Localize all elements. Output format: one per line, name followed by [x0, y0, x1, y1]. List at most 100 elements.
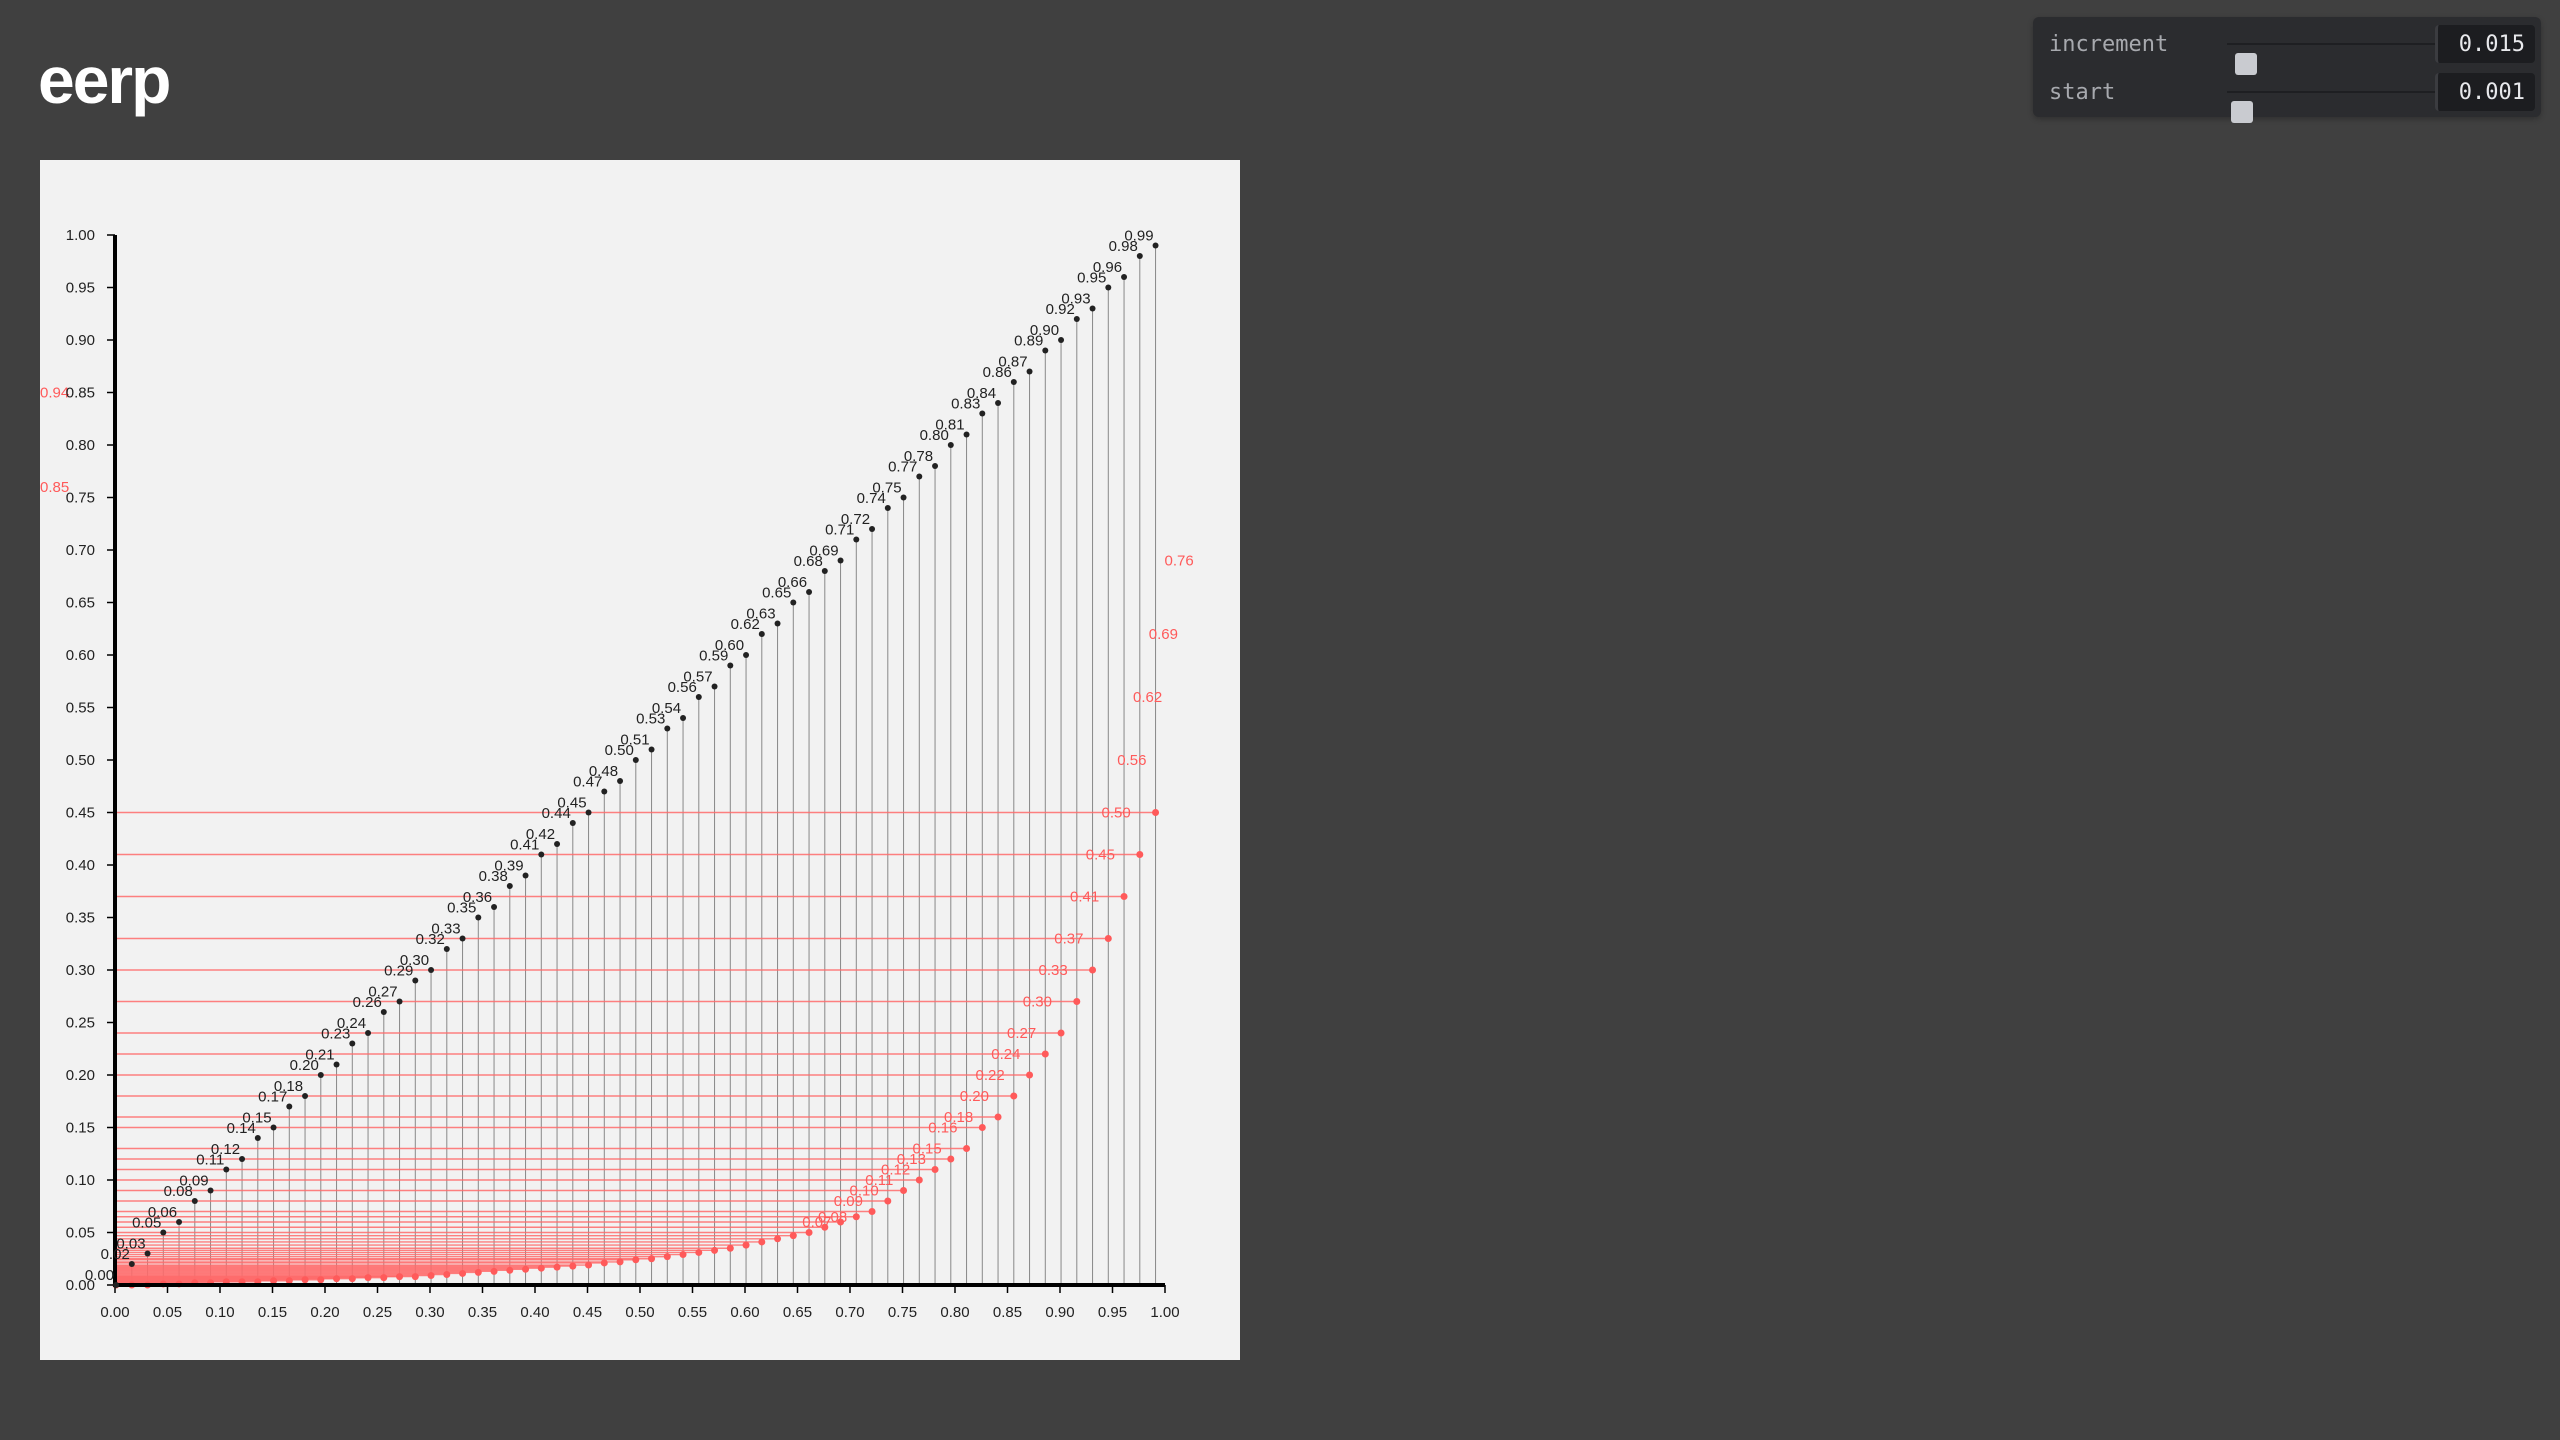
curve-point	[538, 851, 545, 858]
curve-point	[1010, 379, 1017, 385]
curve-point-label: 0.75	[872, 480, 901, 497]
projection-label: 0.41	[1070, 889, 1099, 906]
curve-point-label: 0.98	[1109, 238, 1138, 255]
curve-point	[806, 589, 813, 595]
projection-point	[317, 1276, 325, 1284]
curve-point	[711, 683, 718, 690]
projection-point	[600, 1259, 608, 1267]
projection-label: 0.15	[913, 1141, 942, 1158]
x-tick-label: 0.90	[1045, 1304, 1074, 1321]
projection-point	[585, 1261, 593, 1269]
y-tick-label: 0.80	[66, 437, 95, 454]
curve-point	[412, 977, 419, 984]
curve-point	[144, 1250, 151, 1257]
increment-slider-thumb[interactable]	[2234, 53, 2257, 75]
projection-point	[569, 1262, 577, 1270]
curve-point	[916, 473, 923, 480]
projection-label: 0.37	[1054, 931, 1083, 948]
projection-point	[915, 1176, 923, 1184]
increment-value-input[interactable]	[2435, 25, 2535, 63]
projection-point	[1041, 1050, 1049, 1058]
curve-point	[995, 400, 1002, 406]
curve-point	[932, 463, 939, 469]
y-tick-label: 0.90	[66, 332, 95, 349]
y-tick-label: 0.50	[66, 752, 95, 769]
projection-point	[1089, 966, 1097, 974]
projection-point	[900, 1187, 908, 1194]
projection-point	[774, 1235, 782, 1243]
curve-point-label: 0.15	[242, 1110, 271, 1127]
curve-point-label: 0.14	[227, 1120, 256, 1137]
projection-point	[695, 1248, 703, 1256]
projection-point	[1136, 851, 1144, 858]
x-tick-label: 0.25	[363, 1304, 392, 1321]
curve-point	[333, 1061, 340, 1068]
increment-label: increment	[2049, 32, 2169, 57]
curve-point	[1136, 253, 1143, 259]
controls-panel: increment start	[2033, 17, 2541, 123]
projection-point	[459, 1269, 467, 1277]
projection-point	[663, 1253, 671, 1261]
projection-point	[285, 1277, 293, 1285]
curve-point-label: 0.53	[636, 711, 665, 728]
curve-point-label: 0.74	[857, 490, 886, 507]
curve-point-label: 0.56	[668, 679, 697, 696]
projection-label: 0.24	[991, 1046, 1020, 1063]
projection-point	[553, 1263, 561, 1271]
projection-point	[947, 1155, 955, 1163]
projection-point	[648, 1255, 656, 1263]
y-tick-label: 0.25	[66, 1015, 95, 1032]
curve-point	[821, 568, 828, 574]
curve-point	[207, 1187, 214, 1194]
curve-point	[554, 841, 561, 847]
curve-point-label: 0.89	[1014, 333, 1043, 350]
start-slider-thumb[interactable]	[2230, 101, 2253, 123]
curve-point	[1105, 284, 1112, 291]
projection-point	[333, 1275, 341, 1283]
start-value-input[interactable]	[2435, 73, 2535, 111]
curve-point	[1058, 337, 1065, 343]
curve-point	[491, 904, 498, 910]
eerp-chart: 0.070.080.090.100.110.120.130.150.160.18…	[40, 227, 1194, 1321]
curve-point	[349, 1040, 356, 1047]
curve-point-label: 0.99	[1124, 228, 1153, 245]
curve-point	[160, 1229, 167, 1236]
y-tick-label: 0.55	[66, 700, 95, 717]
x-tick-label: 0.35	[468, 1304, 497, 1321]
y-tick-label: 0.10	[66, 1172, 95, 1189]
x-tick-label: 0.20	[310, 1304, 339, 1321]
page-title: eerp	[38, 43, 171, 117]
curve-point-label: 0.11	[196, 1152, 224, 1169]
projection-point	[411, 1273, 419, 1281]
projection-label: 0.62	[1133, 689, 1162, 706]
curve-point-label: 0.12	[211, 1141, 240, 1158]
increment-slider[interactable]	[2227, 43, 2441, 75]
projection-point	[805, 1229, 813, 1236]
curve-point	[443, 946, 450, 952]
curve-point-label: 0.41	[510, 837, 539, 854]
curve-point-label: 0.42	[526, 826, 555, 843]
curve-point-label: 0.39	[494, 858, 523, 875]
curve-point-label: 0.86	[983, 364, 1012, 381]
curve-point-label: 0.57	[683, 669, 712, 686]
curve-point-label: 0.09	[179, 1173, 208, 1190]
curve-point	[837, 557, 844, 564]
projection-point	[931, 1166, 939, 1173]
x-tick-label: 0.70	[835, 1304, 864, 1321]
projection-point	[884, 1197, 892, 1205]
curve-point-label: 0.84	[967, 385, 996, 402]
y-tick-label: 0.05	[66, 1225, 95, 1242]
projection-point	[522, 1265, 530, 1273]
curve-point	[664, 725, 671, 732]
curve-point-label: 0.24	[337, 1015, 366, 1032]
curve-point	[900, 494, 907, 501]
curve-point	[522, 872, 529, 879]
curve-point	[286, 1103, 293, 1110]
projection-point	[852, 1213, 860, 1221]
y-tick-label: 1.00	[66, 227, 95, 244]
y-tick-label: 0.20	[66, 1067, 95, 1084]
curve-point-label: 0.51	[620, 732, 649, 749]
start-slider[interactable]	[2227, 91, 2441, 123]
curve-point-label: 0.96	[1093, 259, 1122, 276]
curve-point-label: 0.08	[164, 1183, 193, 1200]
